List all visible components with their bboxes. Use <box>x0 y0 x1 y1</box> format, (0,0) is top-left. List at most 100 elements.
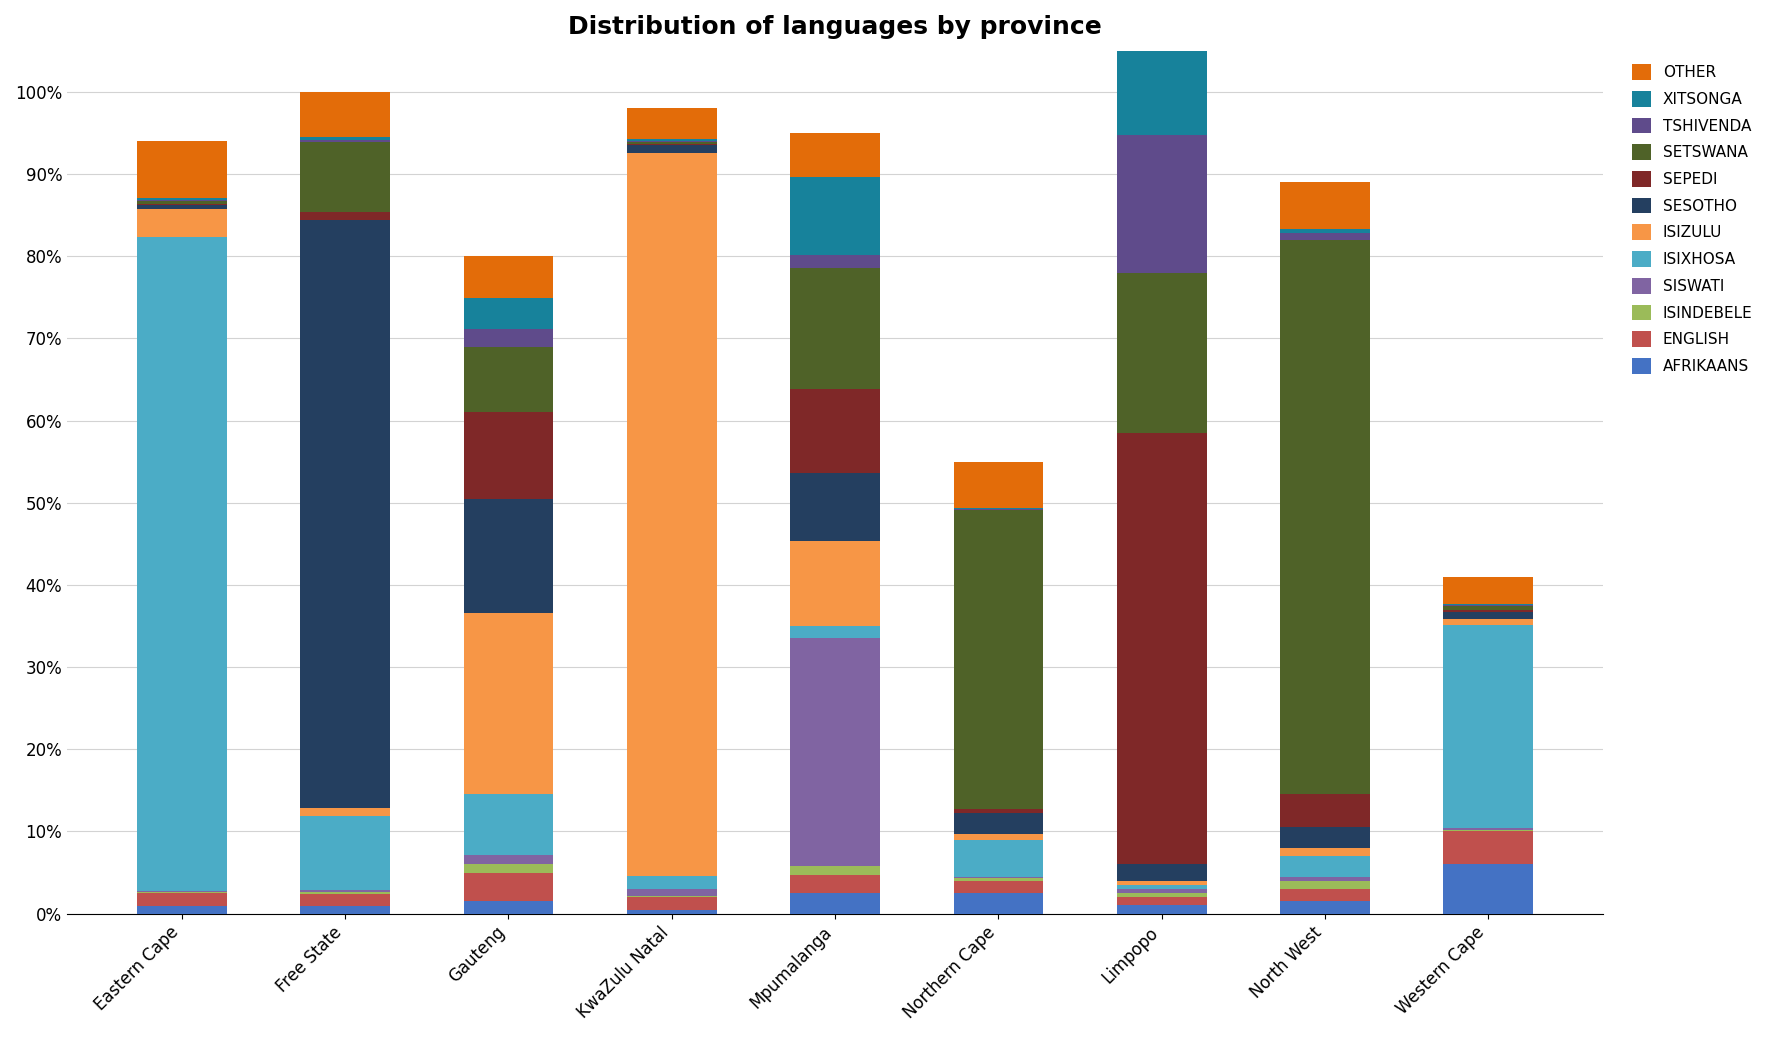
Bar <box>1116 905 1207 914</box>
Bar <box>464 346 553 413</box>
Bar <box>1279 876 1370 880</box>
Bar <box>299 142 390 212</box>
Bar <box>1279 880 1370 889</box>
Bar <box>1279 229 1370 233</box>
Bar <box>953 461 1044 508</box>
Bar <box>1116 880 1207 885</box>
Bar <box>136 205 227 209</box>
Bar <box>1444 612 1533 619</box>
Bar <box>953 878 1044 880</box>
Bar <box>299 906 390 914</box>
Bar <box>1279 848 1370 857</box>
Bar <box>1444 829 1533 830</box>
Bar <box>299 212 390 220</box>
Bar <box>136 198 227 200</box>
Bar <box>1444 864 1533 914</box>
Bar <box>1279 828 1370 848</box>
Bar <box>790 541 881 626</box>
Bar <box>953 893 1044 914</box>
Bar <box>953 834 1044 841</box>
Bar <box>464 793 553 856</box>
Bar <box>464 330 553 346</box>
Bar <box>1116 893 1207 897</box>
Bar <box>136 201 227 203</box>
Bar <box>136 237 227 892</box>
Bar <box>627 897 716 909</box>
Bar <box>1116 889 1207 893</box>
Bar <box>627 896 716 897</box>
Bar <box>1444 832 1533 864</box>
Bar <box>627 139 716 141</box>
Bar <box>1444 610 1533 612</box>
Bar <box>790 133 881 177</box>
Bar <box>790 255 881 269</box>
Bar <box>1116 885 1207 889</box>
Title: Distribution of languages by province: Distribution of languages by province <box>569 15 1102 39</box>
Bar <box>627 145 716 152</box>
Bar <box>1279 889 1370 901</box>
Bar <box>1444 604 1533 606</box>
Bar <box>953 876 1044 878</box>
Bar <box>790 389 881 473</box>
Bar <box>1279 233 1370 240</box>
Bar <box>1279 240 1370 794</box>
Bar <box>627 108 716 139</box>
Bar <box>136 209 227 237</box>
Bar <box>953 880 1044 893</box>
Bar <box>627 909 716 914</box>
Bar <box>1116 135 1207 273</box>
Bar <box>464 856 553 864</box>
Bar <box>136 893 227 906</box>
Bar <box>464 413 553 500</box>
Bar <box>299 91 390 137</box>
Bar <box>790 639 881 866</box>
Bar <box>627 143 716 145</box>
Bar <box>464 613 553 793</box>
Bar <box>1444 830 1533 832</box>
Bar <box>790 893 881 914</box>
Bar <box>953 813 1044 834</box>
Bar <box>790 473 881 541</box>
Bar <box>464 298 553 330</box>
Bar <box>1116 897 1207 905</box>
Bar <box>1444 607 1533 610</box>
Bar <box>1116 432 1207 864</box>
Bar <box>299 816 390 890</box>
Bar <box>136 906 227 914</box>
Bar <box>464 500 553 613</box>
Bar <box>464 901 553 914</box>
Bar <box>136 203 227 205</box>
Bar <box>464 256 553 298</box>
Bar <box>299 808 390 816</box>
Bar <box>627 876 716 889</box>
Bar <box>790 269 881 389</box>
Bar <box>1444 619 1533 625</box>
Bar <box>299 890 390 892</box>
Bar <box>953 809 1044 813</box>
Bar <box>299 894 390 906</box>
Bar <box>790 177 881 255</box>
Bar <box>1279 794 1370 828</box>
Legend: OTHER, XITSONGA, TSHIVENDA, SETSWANA, SEPEDI, SESOTHO, ISIZULU, ISIXHOSA, SISWAT: OTHER, XITSONGA, TSHIVENDA, SETSWANA, SE… <box>1627 58 1758 380</box>
Bar <box>1116 9 1207 48</box>
Bar <box>299 140 390 142</box>
Bar <box>299 220 390 808</box>
Bar <box>299 892 390 894</box>
Bar <box>627 152 716 876</box>
Bar <box>1116 48 1207 135</box>
Bar <box>299 137 390 140</box>
Bar <box>790 626 881 639</box>
Bar <box>464 872 553 901</box>
Bar <box>136 141 227 198</box>
Bar <box>1279 183 1370 229</box>
Bar <box>953 841 1044 876</box>
Bar <box>790 866 881 875</box>
Bar <box>1444 625 1533 829</box>
Bar <box>953 510 1044 809</box>
Bar <box>790 875 881 893</box>
Bar <box>1444 577 1533 604</box>
Bar <box>627 889 716 896</box>
Bar <box>627 142 716 143</box>
Bar <box>1116 864 1207 880</box>
Bar <box>1279 857 1370 876</box>
